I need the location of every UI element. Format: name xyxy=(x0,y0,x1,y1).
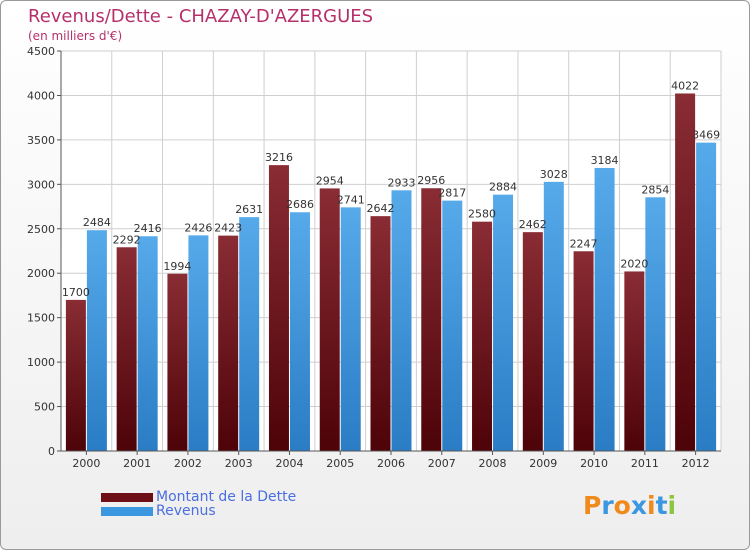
data-label-debt: 2954 xyxy=(316,174,344,187)
x-tick-label: 2006 xyxy=(377,457,405,470)
bar-revenue xyxy=(340,207,361,451)
grid-layer xyxy=(60,50,722,452)
x-tick-label: 2009 xyxy=(529,457,557,470)
x-tick-label: 2007 xyxy=(428,457,456,470)
bar-revenue xyxy=(188,235,209,451)
y-tick-label: 2000 xyxy=(27,267,55,280)
legend-swatch-debt xyxy=(101,492,153,502)
x-tick-label: 2000 xyxy=(72,457,100,470)
data-label-revenue: 2416 xyxy=(134,222,162,235)
data-label-debt: 1700 xyxy=(62,286,90,299)
y-tick-label: 2500 xyxy=(27,223,55,236)
chart-title: Revenus/Dette - CHAZAY-D'AZERGUES xyxy=(28,6,374,27)
bar-debt xyxy=(268,165,289,451)
bar-revenue xyxy=(289,212,310,451)
data-label-debt: 2642 xyxy=(367,202,395,215)
data-label-revenue: 3028 xyxy=(540,168,568,181)
bar-debt xyxy=(65,299,86,451)
bar-revenue xyxy=(442,200,463,451)
x-tick-label: 2010 xyxy=(580,457,608,470)
x-tick-label: 2003 xyxy=(225,457,253,470)
data-label-revenue: 2933 xyxy=(388,176,416,189)
y-tick-label: 500 xyxy=(34,401,55,414)
x-tick-label: 2001 xyxy=(123,457,151,470)
x-tick-label: 2004 xyxy=(275,457,303,470)
bar-debt xyxy=(421,188,442,451)
bar-debt xyxy=(522,232,543,451)
bar-revenue xyxy=(645,197,666,451)
data-label-revenue: 2631 xyxy=(235,203,263,216)
data-label-debt: 1994 xyxy=(163,260,191,273)
logo-letter: t xyxy=(655,491,668,520)
legend-label-revenue: Revenus xyxy=(156,503,216,519)
x-tick-label: 2011 xyxy=(631,457,659,470)
y-tick-label: 1000 xyxy=(27,356,55,369)
data-label-debt: 2020 xyxy=(620,257,648,270)
y-tick-label: 0 xyxy=(48,445,55,458)
chart-subtitle: (en milliers d'€) xyxy=(28,29,123,43)
data-label-debt: 3216 xyxy=(265,151,293,164)
legend-item-revenue: Revenus xyxy=(101,503,216,519)
bar-debt xyxy=(573,251,594,451)
x-tick-label: 2005 xyxy=(326,457,354,470)
data-label-revenue: 2741 xyxy=(337,193,365,206)
data-label-debt: 2956 xyxy=(417,174,445,187)
y-tick-label: 4000 xyxy=(27,89,55,102)
data-label-debt: 2423 xyxy=(214,222,242,235)
legend-label-debt: Montant de la Dette xyxy=(156,489,297,505)
x-tick-label: 2012 xyxy=(682,457,710,470)
logo-letter: i xyxy=(667,491,677,520)
logo-letter: r xyxy=(601,491,614,520)
bar-revenue xyxy=(239,217,260,451)
data-label-debt: 4022 xyxy=(671,79,699,92)
bar-revenue xyxy=(493,194,514,451)
data-label-debt: 2580 xyxy=(468,208,496,221)
bar-revenue xyxy=(86,230,107,451)
x-tick-label: 2002 xyxy=(174,457,202,470)
y-tick-label: 3000 xyxy=(27,178,55,191)
data-label-revenue: 2854 xyxy=(641,183,669,196)
bar-revenue xyxy=(137,236,158,451)
bar-debt xyxy=(116,247,137,451)
proxiti-logo: Proxiti xyxy=(583,491,676,520)
data-label-revenue: 3184 xyxy=(591,154,619,167)
plot-area xyxy=(61,51,721,451)
data-label-revenue: 3469 xyxy=(692,129,720,142)
bar-debt xyxy=(218,235,239,451)
y-tick-label: 1500 xyxy=(27,312,55,325)
bar-debt xyxy=(319,188,340,451)
bar-debt xyxy=(675,93,696,451)
legend-item-debt: Montant de la Dette xyxy=(101,489,296,505)
y-tick-label: 4500 xyxy=(27,45,55,58)
data-label-revenue: 2426 xyxy=(184,221,212,234)
bar-debt xyxy=(624,271,645,451)
data-label-debt: 2247 xyxy=(570,237,598,250)
bar-revenue xyxy=(696,142,717,451)
data-label-revenue: 2686 xyxy=(286,198,314,211)
logo-letter: x xyxy=(630,491,647,520)
data-label-revenue: 2484 xyxy=(83,216,111,229)
bar-debt xyxy=(370,216,391,451)
bar-debt xyxy=(472,221,493,451)
legend-swatch-revenue xyxy=(101,506,153,516)
axis-layer: 0 500 1000 1500 2000 2500 3000 3500 4000 4500 2000… xyxy=(27,45,721,470)
bars-layer xyxy=(65,93,717,452)
data-label-revenue: 2817 xyxy=(438,187,466,200)
bar-revenue xyxy=(391,190,412,452)
bar-revenue xyxy=(543,181,564,451)
x-tick-label: 2008 xyxy=(479,457,507,470)
bar-debt xyxy=(167,273,188,451)
logo-letter: P xyxy=(583,491,602,520)
y-tick-label: 3500 xyxy=(27,134,55,147)
bar-revenue xyxy=(594,167,615,451)
data-label-debt: 2292 xyxy=(113,233,141,246)
logo-letter: o xyxy=(613,491,631,520)
data-label-debt: 2462 xyxy=(519,218,547,231)
logo-letter: i xyxy=(647,491,656,520)
data-label-revenue: 2884 xyxy=(489,181,517,194)
